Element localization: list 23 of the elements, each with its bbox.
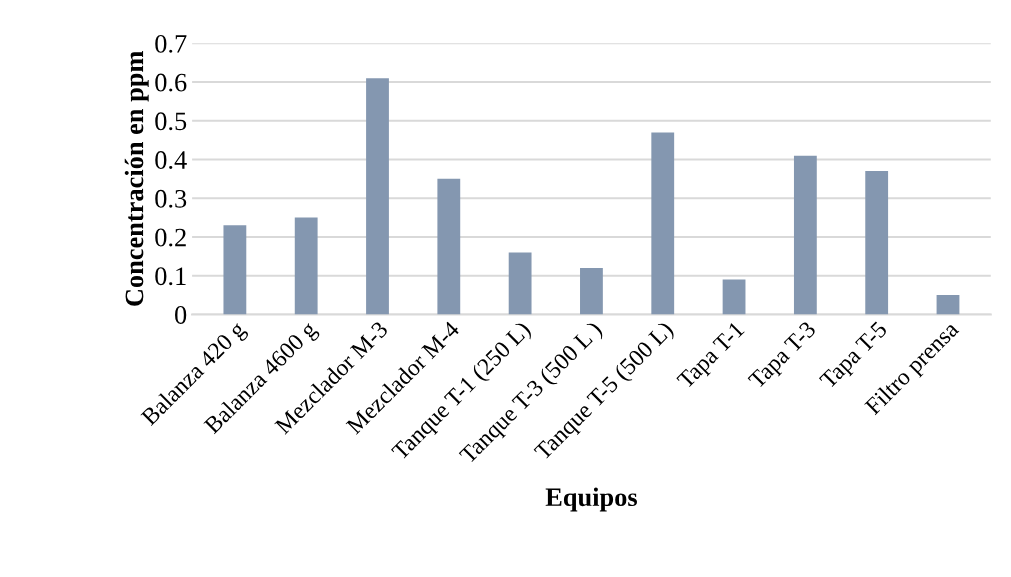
bar (651, 132, 675, 315)
y-tick-label: 0.7 (155, 34, 187, 53)
x-axis-title: Equipos (545, 487, 637, 512)
y-tick-label: 0 (175, 306, 187, 324)
y-axis-title: Concentración en ppm (124, 51, 149, 306)
bar (508, 252, 532, 315)
bar (936, 295, 960, 315)
x-tick-label: Tapa T-3 (747, 320, 820, 393)
y-tick-label: 0.3 (155, 189, 187, 208)
bar (223, 225, 247, 315)
y-tick-label: 0.4 (155, 151, 187, 170)
bar (865, 171, 889, 315)
bar (793, 155, 817, 315)
y-tick-label: 0.6 (155, 73, 187, 92)
bar (366, 78, 389, 315)
bar (580, 267, 603, 315)
bar (294, 217, 318, 315)
y-tick-label: 0.2 (155, 228, 186, 247)
x-tick-label: Tapa T-1 (676, 320, 749, 393)
y-tick-label: 0.1 (155, 267, 186, 286)
y-tick-label: 0.5 (155, 112, 187, 131)
bar (437, 178, 461, 315)
bar (722, 279, 746, 315)
